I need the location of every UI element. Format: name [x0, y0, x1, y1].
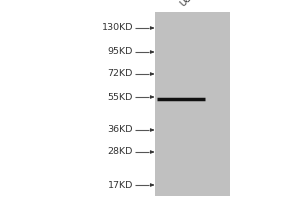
Text: 130KD: 130KD	[101, 23, 133, 32]
Text: 95KD: 95KD	[108, 47, 133, 56]
Text: U87: U87	[178, 0, 198, 8]
Text: 36KD: 36KD	[107, 126, 133, 134]
Text: 17KD: 17KD	[108, 180, 133, 190]
Text: 55KD: 55KD	[108, 92, 133, 102]
Text: 28KD: 28KD	[108, 148, 133, 156]
Bar	[155, 12, 230, 196]
Text: 72KD: 72KD	[108, 70, 133, 78]
